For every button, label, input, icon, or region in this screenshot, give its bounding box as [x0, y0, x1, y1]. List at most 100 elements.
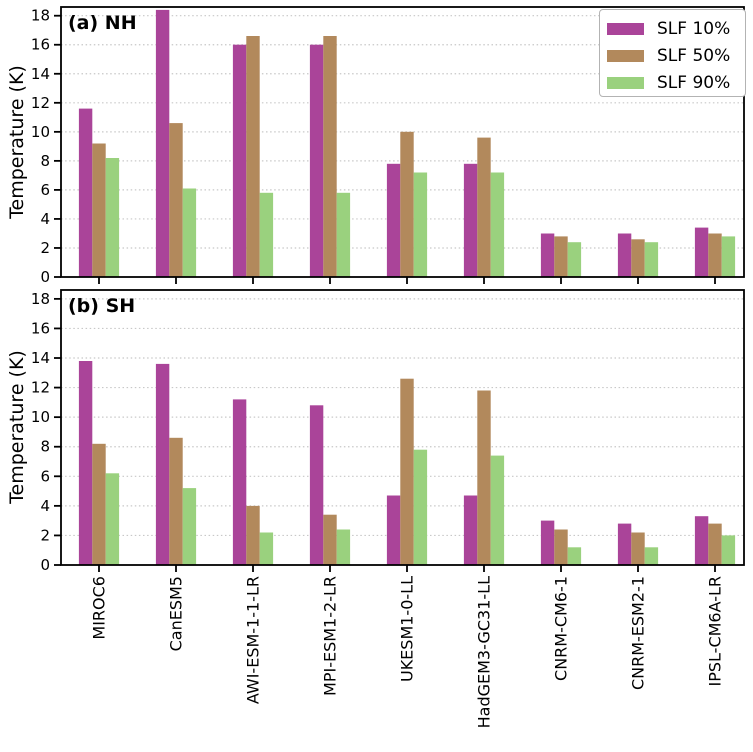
y-tick-label: 0	[40, 268, 50, 286]
bar	[309, 405, 324, 565]
bar	[708, 523, 722, 565]
legend-row-slf-90: SLF 90%	[607, 73, 745, 93]
bar	[708, 233, 722, 277]
panel-b-plot: 0 2 4 6 8 10 12 14 16 18	[31, 289, 745, 574]
bar	[413, 172, 428, 277]
y-tick-label: 10	[31, 123, 50, 141]
legend: SLF 10% SLF 50% SLF 90%	[599, 9, 746, 97]
legend-swatch-slf-50-icon	[607, 50, 644, 62]
x-tick-label-ipsl-cm6a-lr: IPSL-CM6A-LR	[706, 576, 725, 686]
legend-row-slf-50: SLF 50%	[607, 46, 745, 66]
legend-label-slf-50: SLF 50%	[657, 46, 731, 66]
bar	[386, 163, 401, 277]
bar	[413, 449, 428, 565]
bar	[78, 108, 93, 277]
axes-frame	[60, 6, 745, 278]
y-tick-label: 14	[31, 65, 50, 83]
bar	[477, 390, 491, 565]
bar	[246, 505, 260, 565]
y-tick-label: 6	[40, 181, 50, 199]
y-tick-label: 4	[40, 497, 50, 515]
x-tick-label-cnrm-esm2-1: CNRM-ESM2-1	[629, 576, 648, 690]
x-tick-label-awi-esm-1-1-lr: AWI-ESM-1-1-LR	[244, 576, 263, 704]
bar	[309, 44, 324, 278]
bar	[105, 473, 120, 565]
bar	[78, 361, 93, 565]
bar	[721, 535, 736, 565]
bar	[644, 547, 659, 565]
legend-swatch-slf-10-icon	[607, 23, 644, 35]
y-tick-label: 2	[40, 526, 50, 544]
bar	[232, 44, 247, 278]
bar	[259, 532, 274, 565]
x-tick-label-hadgem3-gc31-ll: HadGEM3-GC31-LL	[475, 576, 494, 728]
y-tick-label: 16	[31, 319, 50, 337]
bar	[631, 239, 645, 277]
bar	[400, 378, 414, 565]
bar	[721, 236, 736, 277]
panel-b-title: (b) SH	[68, 295, 136, 317]
y-tick-label: 16	[31, 36, 50, 54]
bar	[155, 363, 170, 565]
panel-a-plot: 0 2 4 6 8 10 12 14 16 18	[31, 6, 745, 286]
bar	[323, 36, 337, 277]
y-tick-label: 18	[31, 7, 50, 25]
x-tick-label-canesm5: CanESM5	[167, 576, 186, 651]
legend-label-slf-10: SLF 10%	[657, 19, 731, 39]
y-tick-label: 2	[40, 239, 50, 257]
bar	[490, 455, 505, 565]
x-tick-label-mpi-esm1-2-lr: MPI-ESM1-2-LR	[321, 576, 340, 696]
bar	[386, 495, 401, 565]
y-axis-label-panel-a: Temperature (K)	[6, 65, 28, 219]
x-tick-label-ukesm1-0-ll: UKESM1-0-LL	[398, 576, 417, 682]
bar	[463, 163, 478, 277]
y-tick-label: 8	[40, 438, 50, 456]
y-tick-label: 8	[40, 152, 50, 170]
bar	[644, 242, 659, 277]
bar	[169, 123, 183, 277]
bar	[92, 143, 106, 277]
bar	[323, 514, 337, 565]
bar	[694, 516, 709, 565]
bar	[155, 9, 170, 278]
bar	[477, 137, 491, 277]
y-tick-label: 0	[40, 556, 50, 574]
bar	[182, 188, 197, 277]
y-tick-label: 12	[31, 379, 50, 397]
bar	[232, 399, 247, 565]
bar	[169, 437, 183, 565]
y-tick-label: 4	[40, 210, 50, 228]
bar	[336, 529, 351, 565]
y-tick-label: 12	[31, 94, 50, 112]
bar	[567, 242, 582, 277]
bar	[554, 529, 568, 565]
bar	[105, 158, 120, 277]
bar	[336, 192, 351, 277]
bar	[694, 227, 709, 277]
bar	[540, 233, 555, 277]
bar	[259, 192, 274, 277]
x-tick-label-cnrm-cm6-1: CNRM-CM6-1	[552, 576, 571, 681]
bar	[540, 520, 555, 565]
bar	[246, 36, 260, 277]
y-tick-label: 14	[31, 349, 50, 367]
x-axis-labels: MIROC6 CanESM5 AWI-ESM-1-1-LR MPI-ESM1-2…	[90, 576, 725, 728]
legend-row-slf-10: SLF 10%	[607, 19, 745, 39]
bar	[617, 523, 632, 565]
axes-frame	[60, 289, 745, 566]
bar	[463, 495, 478, 565]
legend-label-slf-90: SLF 90%	[657, 73, 731, 93]
y-tick-label: 6	[40, 467, 50, 485]
bar	[617, 233, 632, 277]
y-tick-label: 18	[31, 290, 50, 308]
bar	[631, 532, 645, 565]
y-tick-label: 10	[31, 408, 50, 426]
x-tick-label-miroc6: MIROC6	[90, 576, 109, 640]
bar	[92, 443, 106, 565]
panel-a-title: (a) NH	[68, 12, 137, 34]
bar	[567, 547, 582, 565]
legend-swatch-slf-90-icon	[607, 77, 644, 89]
bar	[554, 236, 568, 277]
